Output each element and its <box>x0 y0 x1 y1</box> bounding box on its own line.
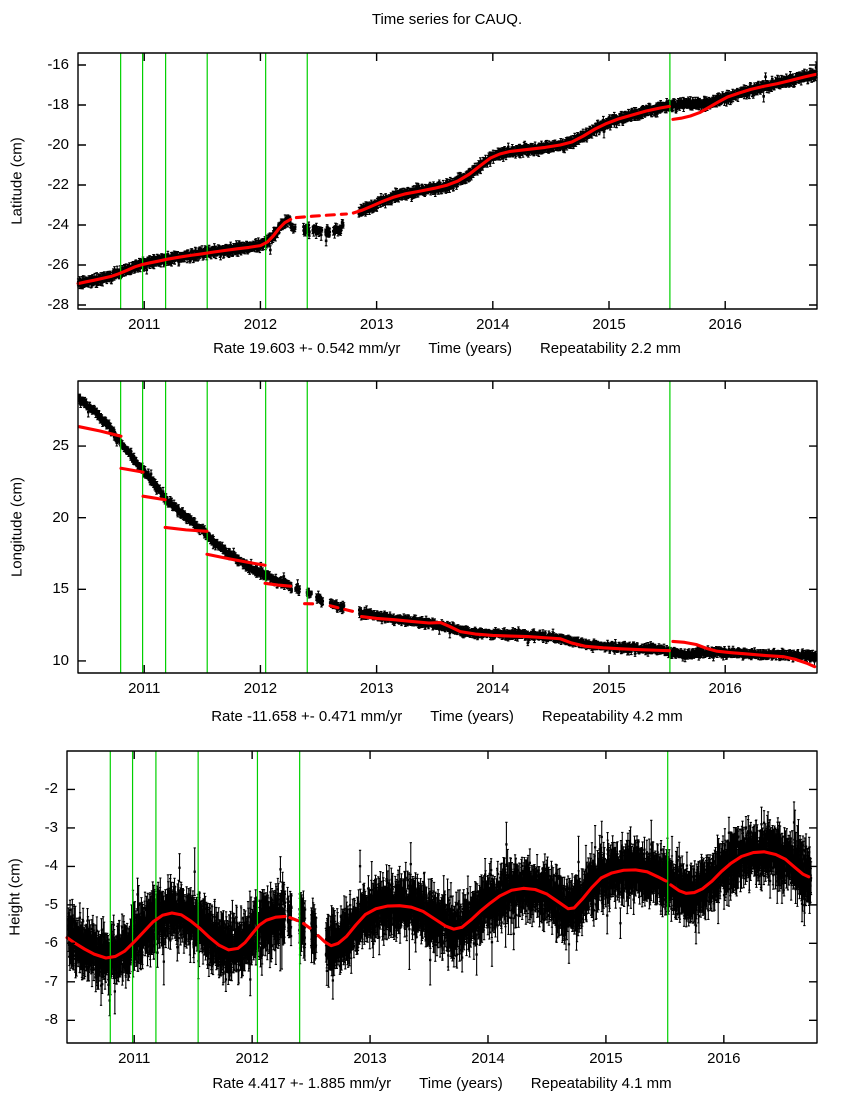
longitude-y-tick-label: 15 <box>52 580 69 598</box>
height-repeatability-text: Repeatability 4.1 mm <box>530 1075 672 1092</box>
height-x-tick-label: 2014 <box>471 1050 505 1067</box>
longitude-x-tick-label: 2011 <box>128 680 161 697</box>
longitude-y-tick-label: 10 <box>52 651 69 669</box>
height-x-tick-label: 2016 <box>707 1050 741 1067</box>
longitude-y-tick-label: 25 <box>52 437 69 455</box>
longitude-plot-footer: Rate -11.658 +- 0.471 mm/yr Time (years) R… <box>197 708 697 725</box>
height-y-tick-label: -7 <box>44 972 58 990</box>
height-y-tick-label: -3 <box>44 818 58 836</box>
height-y-tick-label: -8 <box>44 1011 58 1029</box>
longitude-x-tick-label: 2013 <box>359 680 394 697</box>
longitude-x-tick-label: 2014 <box>476 680 510 697</box>
height-y-tick-label: -5 <box>44 895 58 913</box>
y-axis-label-latitude: Latitude (cm) <box>8 137 26 225</box>
latitude-x-tick-label: 2016 <box>708 316 742 333</box>
longitude-repeatability-text: Repeatability 4.2 mm <box>541 708 683 725</box>
y-axis-label-longitude: Longitude (cm) <box>8 476 26 578</box>
longitude-x-tick-label: 2016 <box>708 680 742 697</box>
height-plot-footer: Rate 4.417 +- 1.885 mm/yr Time (years) Rep… <box>198 1075 685 1092</box>
x-axis-label: Time (years) <box>428 340 512 357</box>
height-rate-text: Rate 4.417 +- 1.885 mm/yr <box>212 1075 392 1092</box>
latitude-x-tick-label: 2015 <box>592 316 626 333</box>
latitude-x-tick-label: 2011 <box>128 316 161 333</box>
height-y-tick-label: -2 <box>44 780 58 798</box>
height-x-tick-label: 2011 <box>118 1050 151 1067</box>
latitude-rate-text: Rate 19.603 +- 0.542 mm/yr <box>213 340 401 357</box>
x-axis-label: Time (years) <box>419 1075 503 1092</box>
height-x-tick-label: 2012 <box>235 1050 269 1067</box>
latitude-repeatability-text: Repeatability 2.2 mm <box>539 340 681 357</box>
height-x-tick-label: 2015 <box>589 1050 623 1067</box>
latitude-y-tick-label: -22 <box>47 176 69 193</box>
page-title: Time series for CAUQ. <box>371 11 523 28</box>
latitude-y-tick-label: -20 <box>47 136 69 153</box>
longitude-x-tick-label: 2015 <box>592 680 626 697</box>
x-axis-label: Time (years) <box>430 708 514 725</box>
longitude-rate-text: Rate -11.658 +- 0.471 mm/yr <box>211 708 403 725</box>
height-x-tick-label: 2013 <box>353 1050 387 1067</box>
latitude-x-tick-label: 2014 <box>476 316 510 333</box>
latitude-plot-footer: Rate 19.603 +- 0.542 mm/yr Time (years) Re… <box>199 340 695 357</box>
latitude-y-tick-label: -26 <box>47 256 69 273</box>
latitude-x-tick-label: 2013 <box>359 316 394 333</box>
longitude-x-tick-label: 2012 <box>243 680 278 697</box>
latitude-y-tick-label: -18 <box>47 96 69 113</box>
latitude-y-tick-label: -24 <box>47 216 69 233</box>
height-y-tick-label: -6 <box>44 934 58 952</box>
height-y-tick-label: -4 <box>44 857 58 875</box>
latitude-y-tick-label: -28 <box>47 296 69 313</box>
longitude-y-tick-label: 20 <box>52 508 69 526</box>
latitude-x-tick-label: 2012 <box>243 316 278 333</box>
latitude-y-tick-label: -16 <box>47 56 69 73</box>
